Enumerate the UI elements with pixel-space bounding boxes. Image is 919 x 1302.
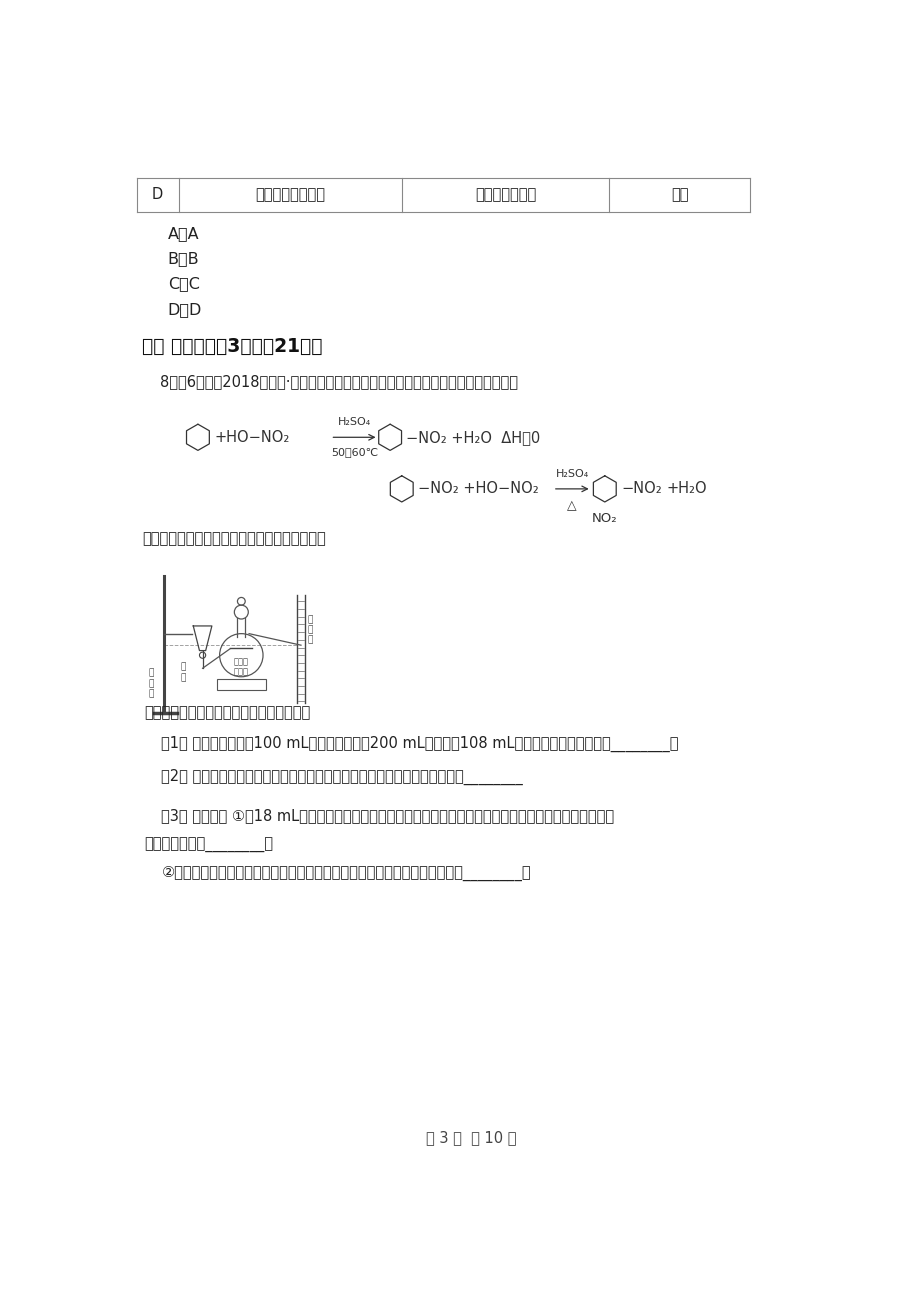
Text: B．B: B．B: [167, 251, 199, 266]
Text: D．D: D．D: [167, 302, 202, 316]
Text: 乙酸乙酯（乙酸）: 乙酸乙酯（乙酸）: [255, 187, 324, 202]
Text: 第 3 页  八 10 页: 第 3 页 八 10 页: [425, 1130, 516, 1146]
Text: NO₂: NO₂: [591, 512, 617, 525]
Text: （2） 安装反应装置：按图所示安装实验装置，在这个实验中冷凝管的作用是________: （2） 安装反应装置：按图所示安装实验装置，在这个实验中冷凝管的作用是_____…: [162, 768, 523, 785]
Text: D: D: [152, 187, 163, 202]
Text: +H₂O: +H₂O: [666, 482, 707, 496]
Text: A．A: A．A: [167, 225, 199, 241]
Text: 50～60℃: 50～60℃: [331, 448, 378, 457]
Bar: [216, 680, 266, 690]
Text: （1） 混酸的配制：取100 mL烧杯，用浓硫酸200 mL、浓硫酸108 mL配制混酸，其操作过程为________；: （1） 混酸的配制：取100 mL烧杯，用浓硫酸200 mL、浓硫酸108 mL…: [162, 736, 678, 751]
Text: 饱和碳酸钔溶液: 饱和碳酸钔溶液: [474, 187, 536, 202]
Text: 8．（6分）（2018高二下·温州期中）硝基苯是一种重要的化工原料，其制备原理是：: 8．（6分）（2018高二下·温州期中）硝基苯是一种重要的化工原料，其制备原理是…: [160, 375, 517, 389]
Text: 二、 实验题（共3题；共21分）: 二、 实验题（共3题；共21分）: [142, 337, 323, 355]
Text: +HO−NO₂: +HO−NO₂: [214, 430, 289, 445]
Text: ②混酸滴加完毕后，在加热搅拌的条件下反应半小时。控制加热温度的方法是________。: ②混酸滴加完毕后，在加热搅拌的条件下反应半小时。控制加热温度的方法是______…: [162, 866, 530, 881]
Text: 搅拌器: 搅拌器: [233, 658, 248, 665]
Text: H₂SO₄: H₂SO₄: [555, 469, 588, 479]
Text: 铁
架
针: 铁 架 针: [149, 669, 154, 699]
Text: −NO₂: −NO₂: [620, 482, 661, 496]
Text: △: △: [567, 499, 576, 512]
Text: 冷
凝
管: 冷 凝 管: [308, 615, 313, 644]
Text: 分液: 分液: [671, 187, 688, 202]
Text: （3） 反应步骤 ①把18 mL的苯加入到三颈瓶中，将混酸加入到分液漏斗中，逐滴滴加混酸，边滴加边搅拌，: （3） 反应步骤 ①把18 mL的苯加入到三颈瓶中，将混酸加入到分液漏斗中，逐滴…: [162, 809, 614, 824]
Text: 三颈瓶: 三颈瓶: [233, 668, 248, 677]
Text: 这样做的目的是________；: 这样做的目的是________；: [144, 838, 273, 853]
Text: C．C: C．C: [167, 276, 199, 292]
Text: H₂SO₄: H₂SO₄: [337, 417, 370, 427]
Text: −NO₂ +H₂O  ΔH＜0: −NO₂ +H₂O ΔH＜0: [406, 430, 540, 445]
Text: 请将下列制备硭基苯的实验内容填写完整：: 请将下列制备硭基苯的实验内容填写完整：: [144, 704, 311, 720]
Text: 漏
斗: 漏 斗: [180, 663, 186, 682]
Text: 在温度稍高的情况下会生成副产物间二硝基苯：: 在温度稍高的情况下会生成副产物间二硝基苯：: [142, 531, 325, 547]
Text: −NO₂ +HO−NO₂: −NO₂ +HO−NO₂: [417, 482, 539, 496]
